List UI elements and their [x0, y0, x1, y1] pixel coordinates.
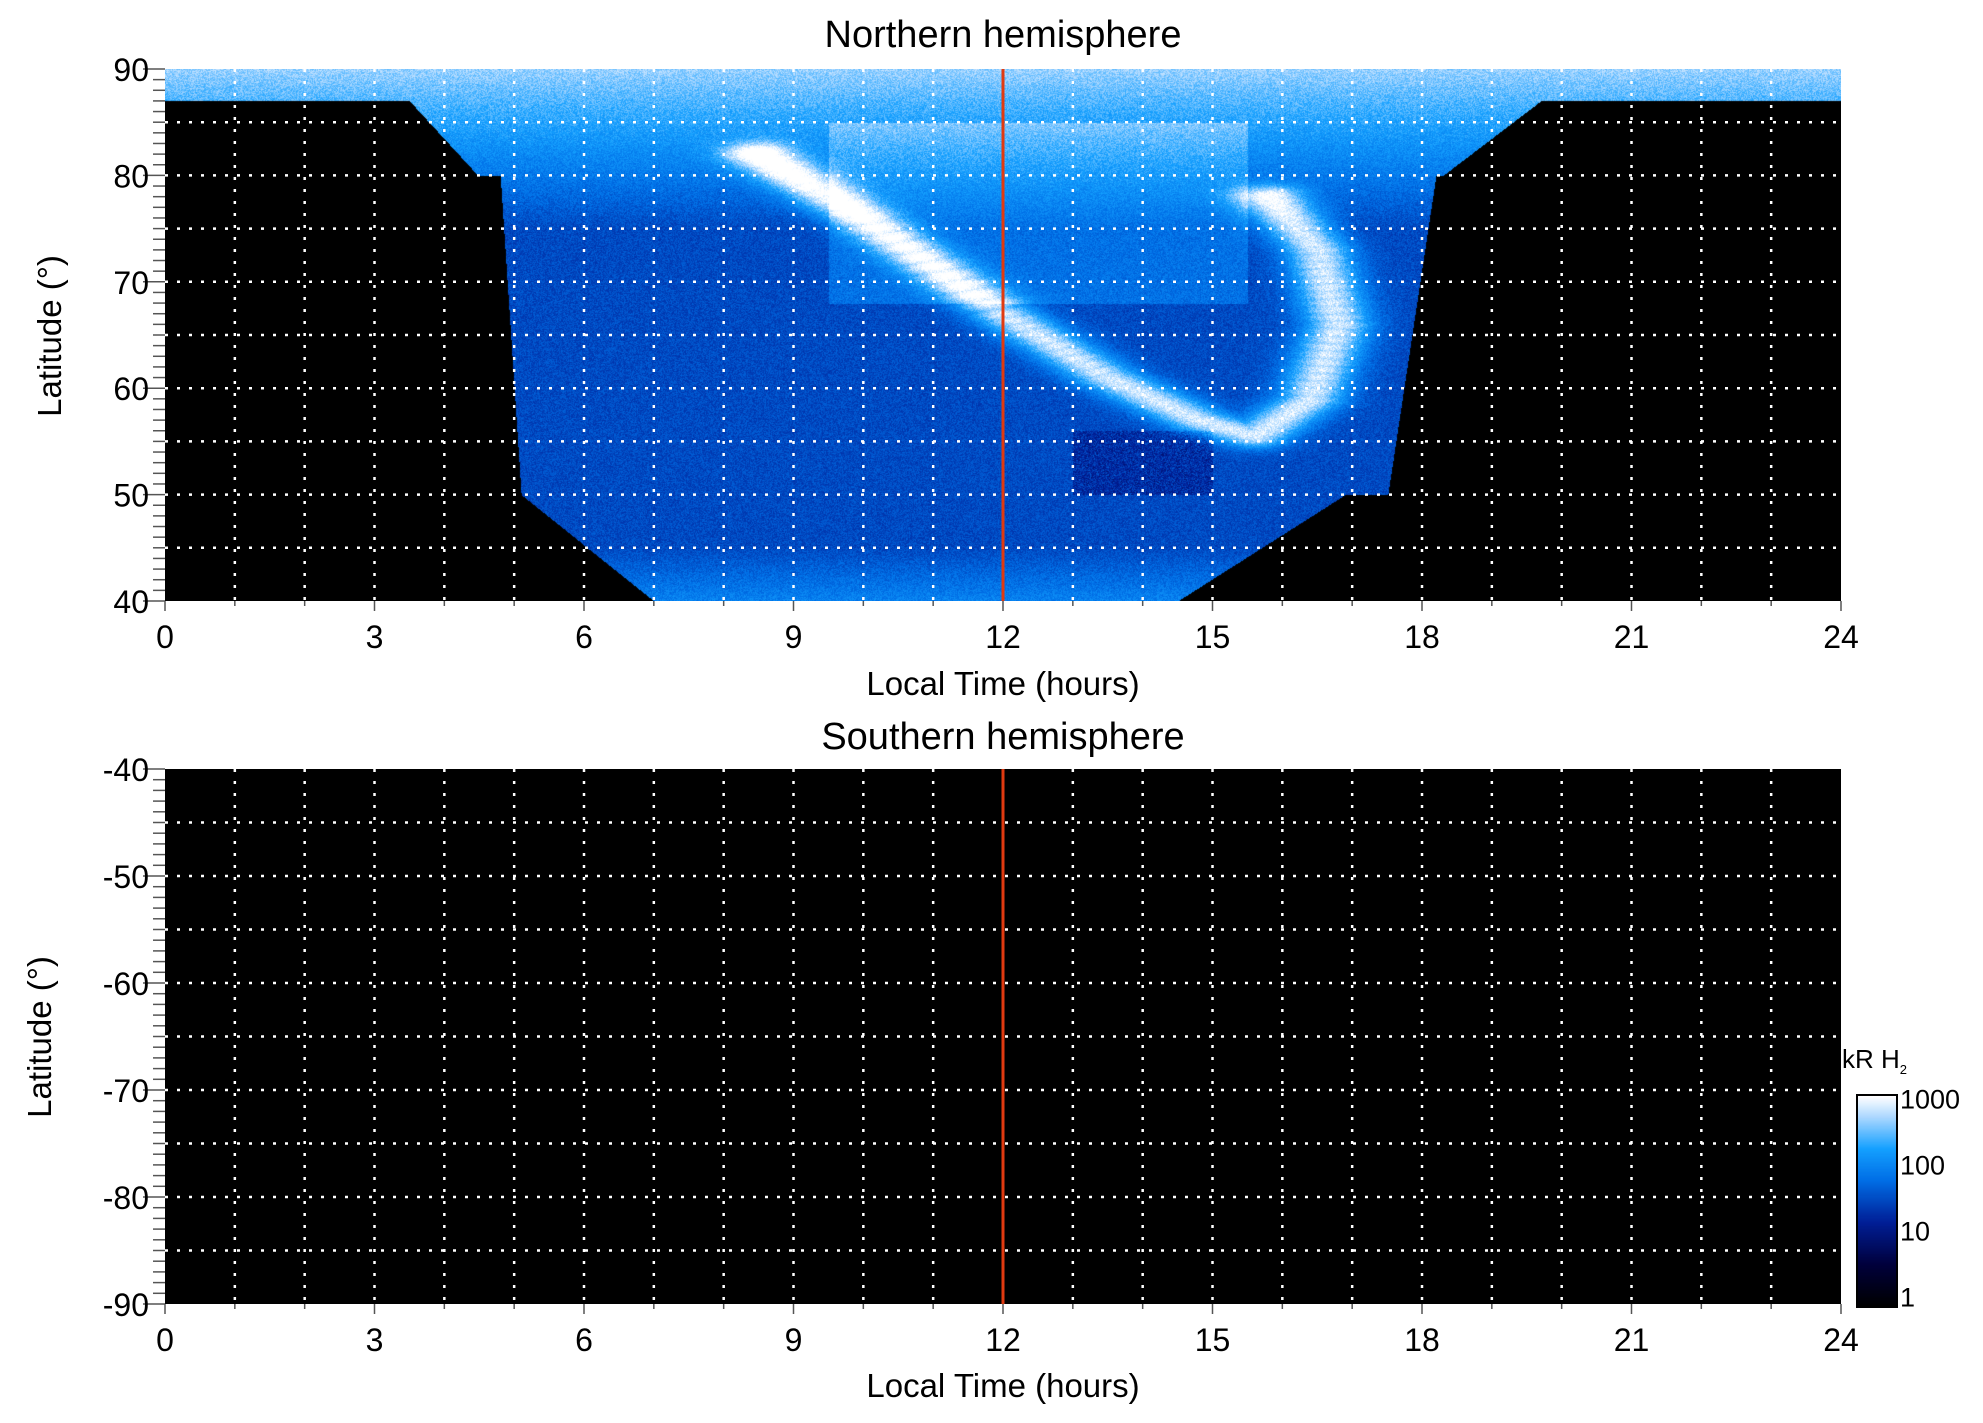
x-tick-label: 0	[156, 619, 174, 655]
x-tick-label: 3	[366, 1322, 384, 1358]
x-tick-label: 12	[985, 619, 1021, 655]
colorbar-label-text: kR H	[1842, 1044, 1900, 1074]
y-tick-label: 70	[113, 265, 149, 301]
x-tick-label: 24	[1823, 619, 1859, 655]
colorbar-tick-label: 10	[1900, 1219, 1930, 1246]
colorbar	[1856, 1094, 1898, 1308]
x-tick-label: 21	[1614, 619, 1650, 655]
x-tick-label: 3	[366, 619, 384, 655]
x-tick-label: 9	[785, 619, 803, 655]
colorbar-tick-label: 1	[1900, 1285, 1915, 1312]
y-tick-label: 50	[113, 478, 149, 514]
south-axes: 0 3 6 9 12 15 18 21 24-40-50-60-70-80-90	[0, 700, 1983, 1423]
x-tick-label: 12	[985, 1322, 1021, 1358]
colorbar-label: kR H2	[1842, 1046, 1907, 1072]
y-tick-label: -40	[103, 752, 149, 788]
north-axes: 0 3 6 9 12 15 18 21 24 40 50 60 70 80 90	[0, 0, 1983, 720]
colorbar-tick-label: 1000	[1900, 1087, 1960, 1114]
y-tick-label: -90	[103, 1287, 149, 1323]
x-tick-label: 21	[1614, 1322, 1650, 1358]
x-tick-label: 15	[1195, 1322, 1231, 1358]
colorbar-label-subscript: 2	[1900, 1062, 1907, 1077]
colorbar-tick-label: 100	[1900, 1153, 1945, 1180]
y-tick-label: -80	[103, 1180, 149, 1216]
y-tick-label: -50	[103, 859, 149, 895]
y-tick-label: 90	[113, 52, 149, 88]
x-tick-label: 24	[1823, 1322, 1859, 1358]
south-xlabel: Local Time (hours)	[165, 1367, 1841, 1405]
y-tick-label: -70	[103, 1073, 149, 1109]
x-tick-label: 18	[1404, 1322, 1440, 1358]
x-tick-label: 0	[156, 1322, 174, 1358]
x-tick-label: 18	[1404, 619, 1440, 655]
x-tick-label: 9	[785, 1322, 803, 1358]
y-tick-label: 40	[113, 584, 149, 620]
y-tick-label: -60	[103, 966, 149, 1002]
y-tick-label: 60	[113, 371, 149, 407]
south-ylabel: Latitude (°)	[21, 887, 59, 1187]
y-tick-label: 80	[113, 158, 149, 194]
x-tick-label: 15	[1195, 619, 1231, 655]
x-tick-label: 6	[575, 1322, 593, 1358]
north-xlabel: Local Time (hours)	[165, 665, 1841, 703]
x-tick-label: 6	[575, 619, 593, 655]
north-ylabel: Latitude (°)	[31, 186, 69, 486]
